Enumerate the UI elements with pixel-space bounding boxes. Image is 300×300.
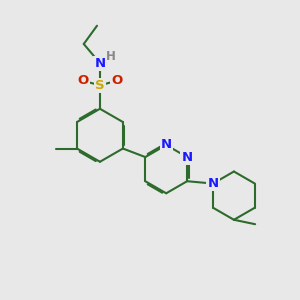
Text: O: O bbox=[77, 74, 88, 87]
Text: S: S bbox=[95, 79, 105, 92]
Text: O: O bbox=[111, 74, 123, 87]
Text: H: H bbox=[106, 50, 116, 63]
Text: N: N bbox=[207, 177, 219, 190]
Text: N: N bbox=[160, 139, 172, 152]
Text: N: N bbox=[94, 57, 106, 70]
Text: N: N bbox=[182, 151, 193, 164]
